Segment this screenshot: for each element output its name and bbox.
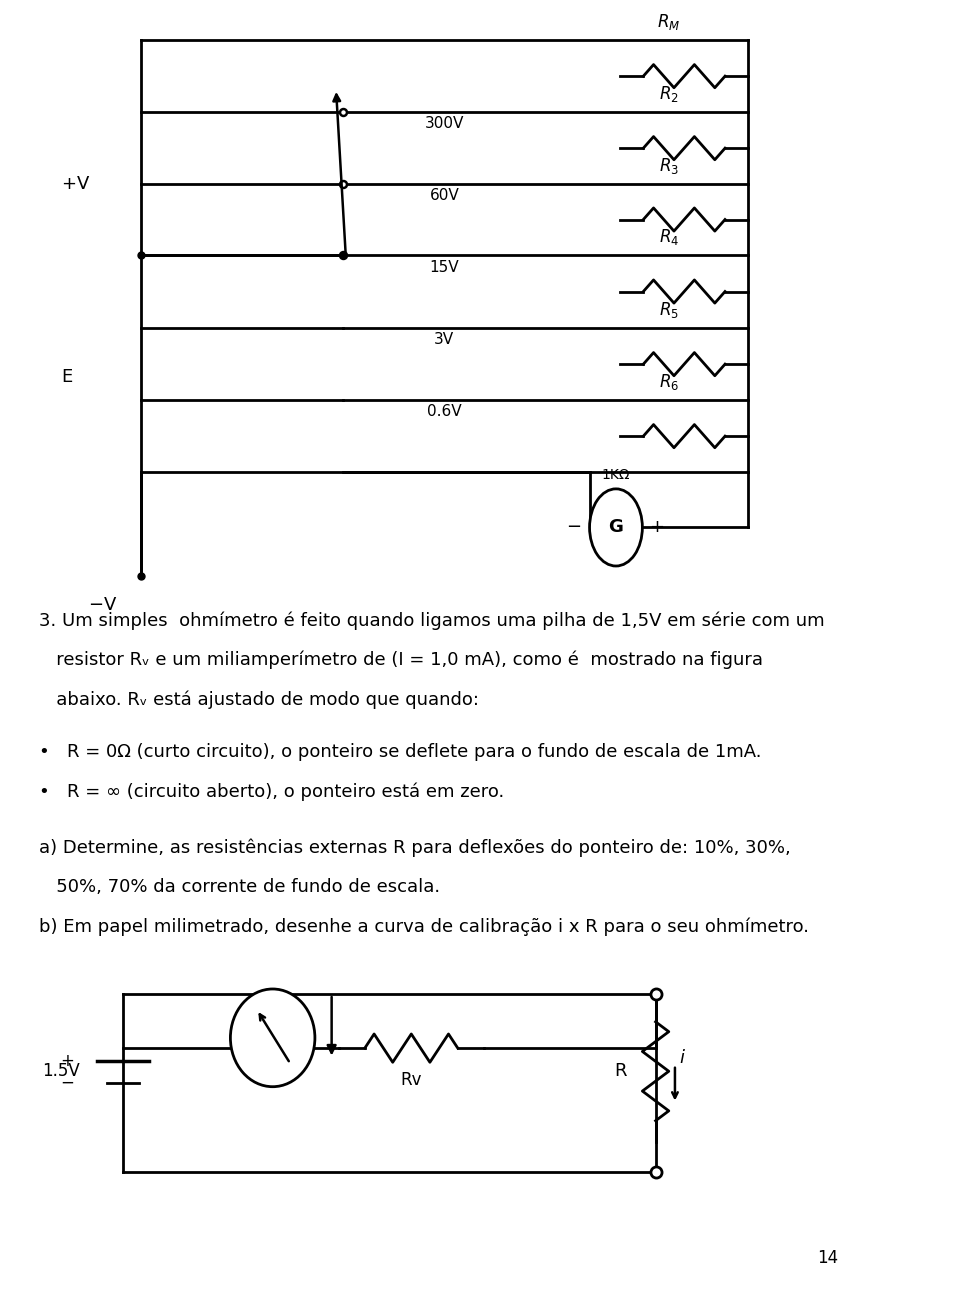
Text: •   R = ∞ (circuito aberto), o ponteiro está em zero.: • R = ∞ (circuito aberto), o ponteiro es…	[39, 783, 505, 801]
Text: $R_3$: $R_3$	[659, 157, 679, 176]
Text: 0.6V: 0.6V	[427, 405, 462, 419]
Text: $R_6$: $R_6$	[659, 373, 679, 392]
Text: abaixo. Rᵥ está ajustado de modo que quando:: abaixo. Rᵥ está ajustado de modo que qua…	[39, 691, 479, 709]
Text: 60V: 60V	[429, 188, 459, 203]
Text: a) Determine, as resistências externas R para deflexões do ponteiro de: 10%, 30%: a) Determine, as resistências externas R…	[39, 839, 791, 857]
Text: +: +	[60, 1052, 75, 1070]
Text: 1KΩ: 1KΩ	[602, 468, 630, 483]
Text: b) Em papel milimetrado, desenhe a curva de calibração i x R para o seu ohmímetr: b) Em papel milimetrado, desenhe a curva…	[39, 917, 809, 937]
Text: resistor Rᵥ e um miliamperímetro de (I = 1,0 mA), como é  mostrado na figura: resistor Rᵥ e um miliamperímetro de (I =…	[39, 651, 763, 669]
Text: 1.5V: 1.5V	[42, 1062, 80, 1080]
Text: •   R = 0Ω (curto circuito), o ponteiro se deflete para o fundo de escala de 1mA: • R = 0Ω (curto circuito), o ponteiro se…	[39, 743, 762, 761]
Text: R: R	[614, 1062, 627, 1080]
Circle shape	[589, 489, 642, 565]
Text: 15V: 15V	[429, 260, 459, 274]
Text: $+$V: $+$V	[61, 175, 90, 193]
Text: −: −	[60, 1074, 75, 1092]
Text: E: E	[61, 367, 73, 386]
Text: 3V: 3V	[434, 333, 454, 348]
Ellipse shape	[230, 989, 315, 1087]
Text: 14: 14	[817, 1249, 838, 1267]
Text: +: +	[649, 519, 664, 537]
Text: 3. Um simples  ohmímetro é feito quando ligamos uma pilha de 1,5V em série com u: 3. Um simples ohmímetro é feito quando l…	[39, 611, 825, 629]
Text: $R_5$: $R_5$	[659, 300, 679, 321]
Text: Rv: Rv	[400, 1071, 422, 1090]
Text: 300V: 300V	[424, 116, 464, 132]
Text: 50%, 70% da corrente de fundo de escala.: 50%, 70% da corrente de fundo de escala.	[39, 879, 441, 895]
Text: $R_4$: $R_4$	[659, 228, 679, 247]
Text: i: i	[680, 1049, 684, 1068]
Text: −: −	[566, 519, 581, 537]
Text: $R_M$: $R_M$	[658, 13, 681, 32]
Text: $R_2$: $R_2$	[659, 84, 679, 105]
Text: G: G	[609, 519, 623, 537]
Text: $-$V: $-$V	[87, 595, 117, 613]
